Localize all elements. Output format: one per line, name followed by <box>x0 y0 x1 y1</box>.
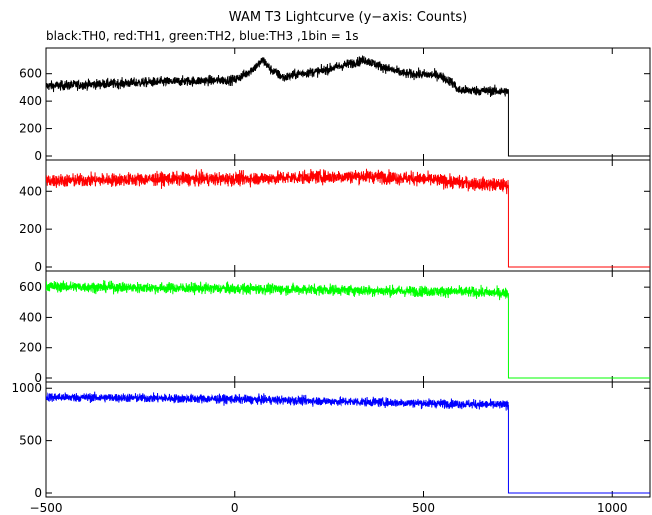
y-tick-label: 1000 <box>11 381 42 395</box>
chart-title: WAM T3 Lightcurve (y−axis: Counts) <box>229 10 467 25</box>
y-tick-label: 0 <box>34 371 42 385</box>
x-tick-label: −500 <box>30 501 63 515</box>
y-tick-label: 400 <box>19 184 42 198</box>
x-tick-label: 1000 <box>597 501 628 515</box>
y-tick-label: 500 <box>19 434 42 448</box>
panel-th1: 0 200 400 <box>19 159 651 274</box>
y-tick-label: 200 <box>19 222 42 236</box>
panel-th3: 0 500 1000 <box>11 381 651 500</box>
y-tick-label: 200 <box>19 122 42 136</box>
y-tick-label: 400 <box>19 310 42 324</box>
panel-frame <box>45 381 651 498</box>
series-line-th0 <box>46 55 650 157</box>
x-tick-label: 0 <box>231 501 239 515</box>
y-tick-label: 600 <box>19 280 42 294</box>
y-tick-label: 600 <box>19 67 42 81</box>
y-tick-label: 0 <box>34 260 42 274</box>
x-tick-label: 500 <box>412 501 435 515</box>
chart-subtitle: black:TH0, red:TH1, green:TH2, blue:TH3 … <box>46 29 359 43</box>
panel-th0: 0 200 400 600 <box>19 47 651 163</box>
panels-group: 0 200 400 600 0 200 400 0 200 400 600 0 500 1000 <box>11 47 651 500</box>
series-line-th3 <box>46 391 650 494</box>
y-tick-label: 0 <box>34 486 42 500</box>
panel-th2: 0 200 400 600 <box>19 270 651 385</box>
y-tick-label: 0 <box>34 149 42 163</box>
y-tick-label: 400 <box>19 94 42 108</box>
series-line-th1 <box>46 168 650 268</box>
x-axis: −500 0 500 1000 <box>30 501 628 515</box>
y-tick-label: 200 <box>19 341 42 355</box>
series-line-th2 <box>46 279 650 379</box>
